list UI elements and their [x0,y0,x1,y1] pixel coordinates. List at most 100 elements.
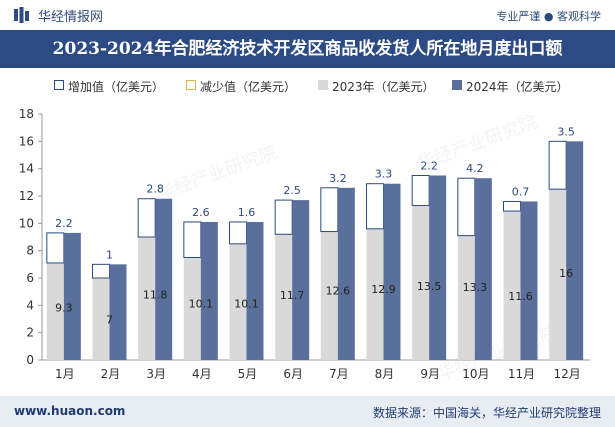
increase-box [366,183,384,230]
chart-title: 2023-2024年合肥经济技术开发区商品收发货人所在地月度出口额 [52,39,563,59]
x-tick-label: 7月 [329,367,349,381]
bar-2023 [92,278,110,360]
y-tick-label: 6 [26,271,34,285]
website-link[interactable]: www.huaon.com [14,404,126,418]
data-source: 数据来源：中国海关，华经产业研究院整理 [372,406,601,420]
x-tick-label: 8月 [375,367,395,381]
legend-label-decrease: 减少值（亿美元） [200,80,297,94]
y-tick-label: 10 [19,216,34,230]
bar-2024 [383,183,401,360]
bar-2024 [337,187,355,360]
value-2024-label: 7 [106,314,113,327]
bar-2023 [46,262,64,360]
x-tick-label: 4月 [192,367,212,381]
x-tick-label: 6月 [283,367,303,381]
bar-2023 [503,211,521,360]
increase-box [46,232,65,264]
x-tick-label: 12月 [554,367,581,381]
bar-2024 [474,178,492,360]
value-2024-label: 13.5 [417,280,442,293]
value-2024-label: 12.6 [326,285,351,298]
increase-value-label: 2.2 [420,160,438,173]
increase-value-label: 1.6 [238,206,256,219]
bar-2023 [275,234,293,360]
value-2024-label: 11.8 [143,289,168,302]
bar-2024 [63,232,81,360]
bar-2024 [520,201,538,360]
increase-value-label: 2.5 [283,184,301,197]
bar-2024 [200,221,218,360]
watermark-text: 华经产业研究院 [155,142,281,205]
legend-swatch-increase [54,80,64,90]
y-tick-label: 18 [19,107,34,121]
legend-label-2023: 2023年（亿美元） [332,80,435,94]
value-2024-label: 11.7 [280,289,305,302]
footer: www.huaon.com 数据来源：中国海关，华经产业研究院整理 [0,396,615,427]
x-tick-label: 1月 [55,367,75,381]
value-2024-label: 10.1 [189,298,214,311]
increase-value-label: 4.2 [466,162,484,175]
y-tick-label: 14 [19,162,34,176]
bar-2023 [183,257,201,360]
increase-box [411,175,430,207]
value-2024-label: 10.1 [234,298,259,311]
bar-2024 [429,175,447,360]
bar-2023 [549,189,567,360]
x-tick-label: 2月 [101,367,121,381]
increase-value-label: 0.7 [512,185,530,198]
increase-value-label: 1 [106,248,113,261]
x-tick-label: 10月 [462,367,489,381]
increase-box [183,221,202,258]
value-2024-label: 16 [559,267,573,280]
increase-value-label: 2.6 [192,206,210,219]
legend-label-increase: 增加值（亿美元） [68,80,165,94]
x-tick-label: 9月 [420,367,440,381]
increase-value-label: 3.2 [329,172,347,185]
increase-box [457,177,476,237]
title-bar: 2023-2024年合肥经济技术开发区商品收发货人所在地月度出口额 [0,30,615,68]
bar-2024 [292,200,310,360]
watermark-text: 华经产业研究院 [415,112,541,175]
y-tick-label: 2 [26,326,34,340]
y-tick-label: 4 [26,298,34,312]
value-2024-label: 11.6 [508,290,533,303]
bar-2023 [366,228,384,360]
increase-box [92,263,110,279]
increase-box [503,200,521,212]
legend-swatch-decrease [186,80,196,90]
increase-box [229,221,247,245]
slogan: 专业严谨 ● 客观科学 [496,10,601,23]
x-tick-label: 3月 [146,367,166,381]
increase-box [320,187,339,233]
y-tick-label: 12 [19,189,34,203]
brand-logo-icon [14,7,29,23]
value-2024-label: 13.3 [463,281,488,294]
legend-swatch-2023 [318,80,328,90]
bar-2023 [138,237,156,360]
increase-value-label: 2.2 [55,217,73,230]
bar-2023 [320,231,338,360]
bar-2023 [229,243,247,360]
y-tick-label: 0 [26,353,34,367]
increase-value-label: 3.3 [375,168,393,181]
watermark-text: 华经产业研究院 [435,322,561,385]
bar-2024 [109,264,127,360]
increase-value-label: 3.5 [557,125,575,138]
value-2024-label: 9.3 [55,302,73,315]
increase-box [274,199,293,235]
value-2024-label: 12.9 [371,283,396,296]
brand-name: 华经情报网 [38,10,104,25]
increase-box [548,140,567,190]
top-bar: 华经情报网 专业严谨 ● 客观科学 [0,0,615,30]
bar-2024 [566,141,584,360]
y-tick-label: 16 [19,134,34,148]
x-tick-label: 11月 [508,367,535,381]
bar-2024 [155,198,173,360]
legend-label-2024: 2024年（亿美元） [466,80,569,94]
bar-2023 [457,235,475,360]
y-tick-label: 8 [26,244,34,258]
legend-swatch-2024 [452,80,462,90]
bar-2023 [412,205,430,360]
increase-value-label: 2.8 [146,183,164,196]
increase-box [137,198,156,238]
